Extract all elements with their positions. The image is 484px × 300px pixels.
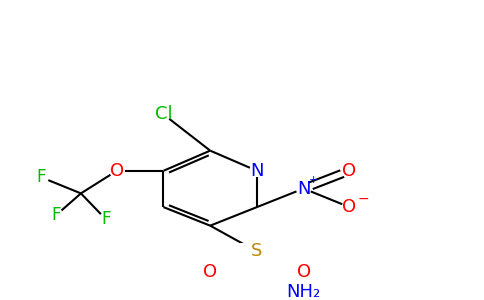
Text: N: N	[297, 180, 310, 198]
Text: O: O	[297, 262, 311, 280]
Text: O: O	[110, 162, 124, 180]
Text: N: N	[250, 162, 264, 180]
Text: O: O	[342, 198, 356, 216]
Text: +: +	[309, 176, 318, 185]
Text: O: O	[203, 262, 217, 280]
Text: NH₂: NH₂	[287, 283, 321, 300]
Text: −: −	[358, 192, 369, 206]
Text: S: S	[251, 242, 263, 260]
Text: F: F	[36, 168, 46, 186]
Text: O: O	[342, 162, 356, 180]
Text: F: F	[51, 206, 61, 224]
Text: Cl: Cl	[155, 105, 172, 123]
Text: F: F	[101, 210, 110, 228]
